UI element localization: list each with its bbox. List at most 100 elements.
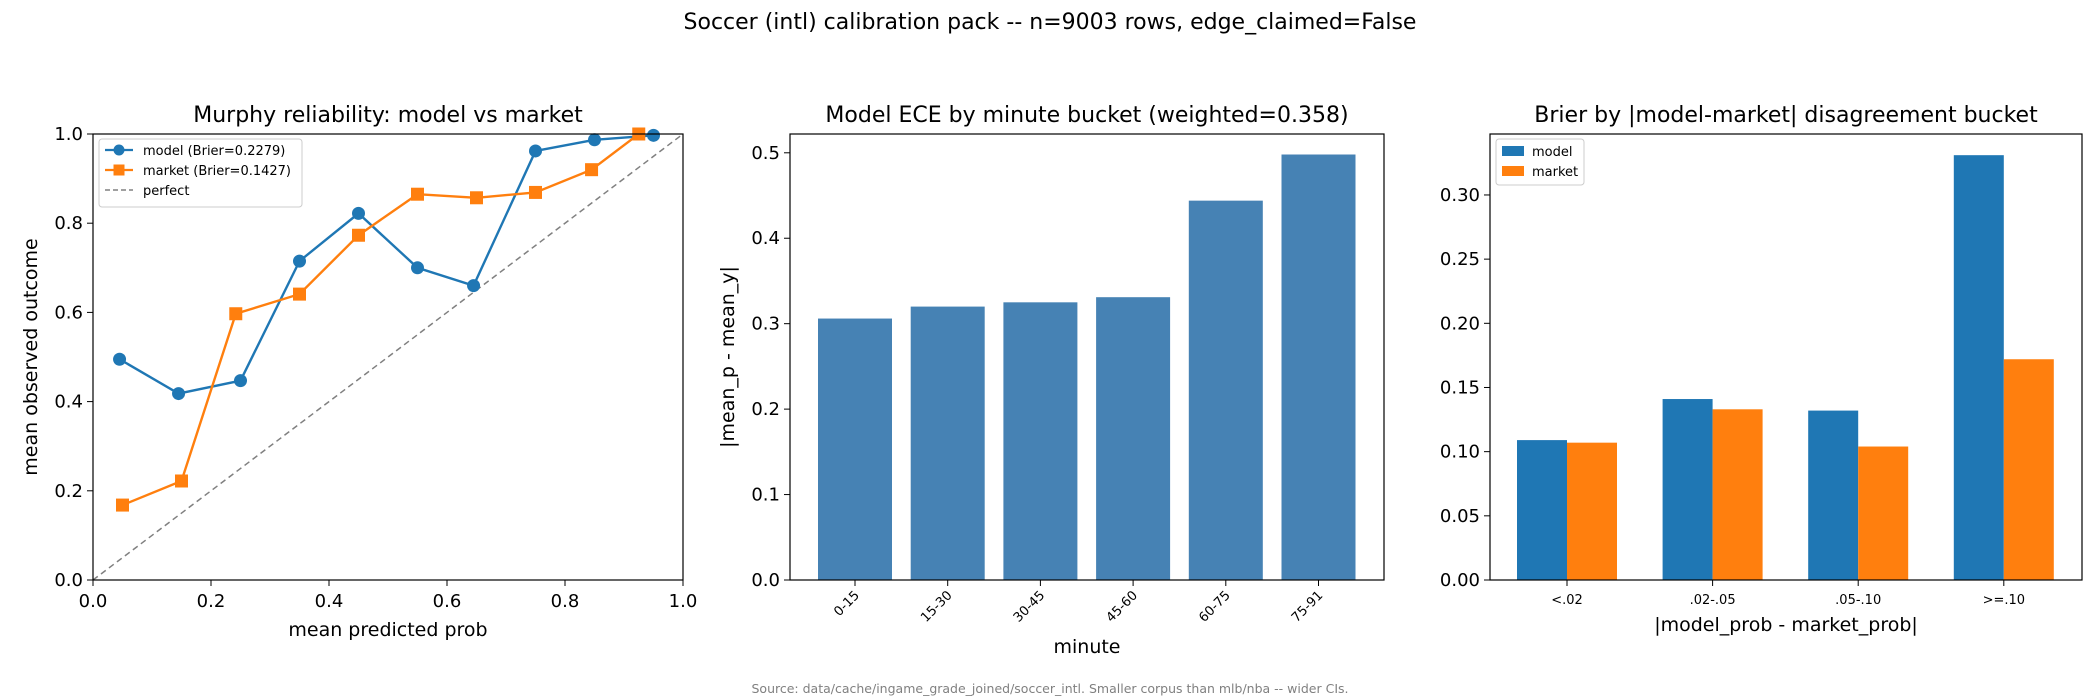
market-brier-bar <box>1858 446 1909 580</box>
plot-frame <box>789 133 1385 581</box>
market-point <box>229 307 243 321</box>
model-point <box>467 279 481 293</box>
chart3-xtick-label: .02-.05 <box>1690 593 1736 608</box>
reliability-chart: Murphy reliability: model vs market mean … <box>20 103 697 641</box>
model-point <box>172 387 186 401</box>
model-series-line <box>118 134 654 395</box>
chart3-xlabel: |model_prob - market_prob| <box>1654 614 1918 636</box>
chart1-ytick-label: 0.4 <box>54 392 83 413</box>
ece-bar <box>910 306 985 580</box>
chart1-plot-area <box>93 134 683 580</box>
legend-market-label: market <box>1532 165 1578 180</box>
chart1-ytick-label: 0.8 <box>54 213 83 234</box>
perfect-calibration-line <box>93 134 683 580</box>
chart2-xtick-label: 0-15 <box>831 588 862 619</box>
chart3-ytick-label: 0.20 <box>1440 313 1480 334</box>
market-point <box>470 191 483 205</box>
chart1-legend-box <box>98 138 303 208</box>
legend-market-label: market (Brier=0.1427) <box>143 164 291 179</box>
legend-market-marker <box>113 164 125 176</box>
chart2-ytick-label: 0.3 <box>751 314 780 335</box>
ece-bar-chart: Model ECE by minute bucket (weighted=0.3… <box>717 103 1385 658</box>
chart1-title: Murphy reliability: model vs market <box>193 103 583 128</box>
chart1-ylabel: mean observed outcome <box>20 238 42 475</box>
chart1-legend: model (Brier=0.2279) market (Brier=0.1427… <box>98 138 303 208</box>
chart1-xtick-label: 1.0 <box>669 591 698 612</box>
chart1-xtick-label: 0.4 <box>315 591 344 612</box>
ece-bar <box>1281 154 1356 581</box>
chart3-xtick-label: <.02 <box>1551 593 1583 608</box>
model-brier-bar <box>1662 399 1713 580</box>
plot-frame <box>1489 133 2083 581</box>
chart2-xlabel: minute <box>1053 636 1120 658</box>
model-brier-bar <box>1953 155 2004 580</box>
legend-perfect-label: perfect <box>143 184 189 199</box>
model-point <box>588 133 601 147</box>
ece-bar <box>1096 297 1171 580</box>
chart2-ytick-label: 0.5 <box>751 143 780 164</box>
market-point <box>352 228 365 242</box>
chart2-xtick-label: 60-75 <box>1196 588 1233 625</box>
market-brier-bar <box>1567 442 1617 580</box>
market-point <box>175 474 188 488</box>
legend-model-label: model <box>1532 145 1572 160</box>
chart1-xtick-label: 0.2 <box>197 591 226 612</box>
legend-model-label: model (Brier=0.2279) <box>143 144 285 159</box>
market-point <box>529 185 542 199</box>
ece-bar <box>818 318 892 580</box>
chart3-xtick-label: .05-.10 <box>1835 593 1881 608</box>
chart1-ytick-label: 0.6 <box>54 302 83 323</box>
figure-title: Soccer (intl) calibration pack -- n=9003… <box>683 10 1417 35</box>
legend-model-swatch <box>1502 146 1524 156</box>
chart3-ytick-label: 0.25 <box>1440 249 1480 270</box>
chart1-ytick-label: 0.2 <box>54 481 83 502</box>
chart3-legend: model market <box>1495 138 1585 186</box>
market-brier-bar <box>1712 409 1763 580</box>
chart2-ytick-label: 0.4 <box>751 228 780 249</box>
legend-market-swatch <box>1502 166 1524 176</box>
chart2-xtick-label: 15-30 <box>918 588 955 625</box>
model-brier-bar <box>1808 410 1859 580</box>
market-brier-bar <box>2003 359 2054 580</box>
chart3-title: Brier by |model-market| disagreement buc… <box>1534 103 2038 128</box>
chart1-xlabel: mean predicted prob <box>288 619 487 641</box>
model-point <box>352 206 365 220</box>
chart3-xtick-label: >=.10 <box>1983 593 2025 608</box>
chart2-ytick-label: 0.2 <box>751 399 780 420</box>
chart2-xtick-label: 75-91 <box>1289 588 1326 625</box>
chart2-ylabel: |mean_p - mean_y| <box>717 266 739 448</box>
model-point <box>113 352 127 366</box>
model-point <box>647 128 660 142</box>
chart3-ytick-label: 0.10 <box>1440 442 1480 463</box>
plot-frame <box>92 133 684 581</box>
market-point <box>116 498 129 512</box>
model-point <box>529 144 542 158</box>
model-point <box>234 374 247 388</box>
chart3-ytick-label: 0.30 <box>1440 185 1480 206</box>
chart1-xtick-label: 0.0 <box>79 591 108 612</box>
chart1-ytick-label: 0.0 <box>54 570 83 591</box>
chart2-title: Model ECE by minute bucket (weighted=0.3… <box>825 103 1348 128</box>
market-point <box>585 163 599 177</box>
market-series-line <box>122 134 640 507</box>
chart3-ytick-label: 0.15 <box>1440 377 1480 398</box>
brier-bar-chart: Brier by |model-market| disagreement buc… <box>1440 103 2083 636</box>
chart2-ytick-label: 0.0 <box>751 570 780 591</box>
market-point <box>411 187 424 201</box>
ece-bar <box>1003 302 1078 580</box>
chart2-xtick-label: 30-45 <box>1011 588 1048 625</box>
source-footnote: Source: data/cache/ingame_grade_joined/s… <box>751 681 1349 696</box>
model-point <box>411 261 424 275</box>
chart1-xtick-label: 0.6 <box>433 591 462 612</box>
ece-bar <box>1188 200 1263 580</box>
chart1-ytick-label: 1.0 <box>54 124 83 145</box>
chart3-ytick-label: 0.05 <box>1440 506 1480 527</box>
chart2-ytick-label: 0.1 <box>751 485 780 506</box>
chart3-ytick-label: 0.00 <box>1440 570 1480 591</box>
chart2-xtick-label: 45-60 <box>1104 588 1141 625</box>
model-point <box>293 254 306 268</box>
market-point <box>293 287 306 301</box>
chart1-xtick-label: 0.8 <box>551 591 580 612</box>
legend-model-marker <box>113 144 125 156</box>
